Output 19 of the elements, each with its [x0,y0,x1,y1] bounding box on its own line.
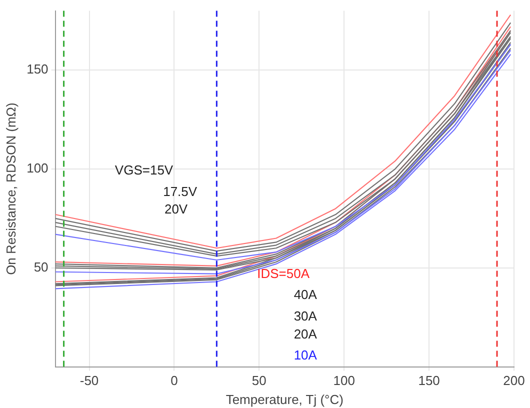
annotation: 20A [294,326,318,342]
annotation: 10A [294,348,318,363]
y-tick-label: 150 [26,62,48,77]
y-axis-title: On Resistance, RDSON (mΩ) [3,102,18,275]
annotation: 17.5V [163,184,198,199]
x-axis-title: Temperature, Tj (°C) [226,392,344,407]
x-tick-label: 100 [333,373,355,388]
annotation: 20V [164,202,188,217]
x-tick-label: -50 [80,373,99,388]
y-tick-label: 100 [26,160,48,176]
annotation: 40A [294,287,318,302]
x-tick-label: 50 [252,373,266,388]
x-tick-label: 150 [418,373,440,388]
annotation: VGS=15V [114,162,174,178]
x-tick-label: 200 [503,373,525,388]
annotation: IDS=50A [257,266,310,281]
annotation: 30A [294,308,318,324]
y-tick-label: 50 [34,259,48,274]
x-tick-label: 0 [170,373,178,388]
